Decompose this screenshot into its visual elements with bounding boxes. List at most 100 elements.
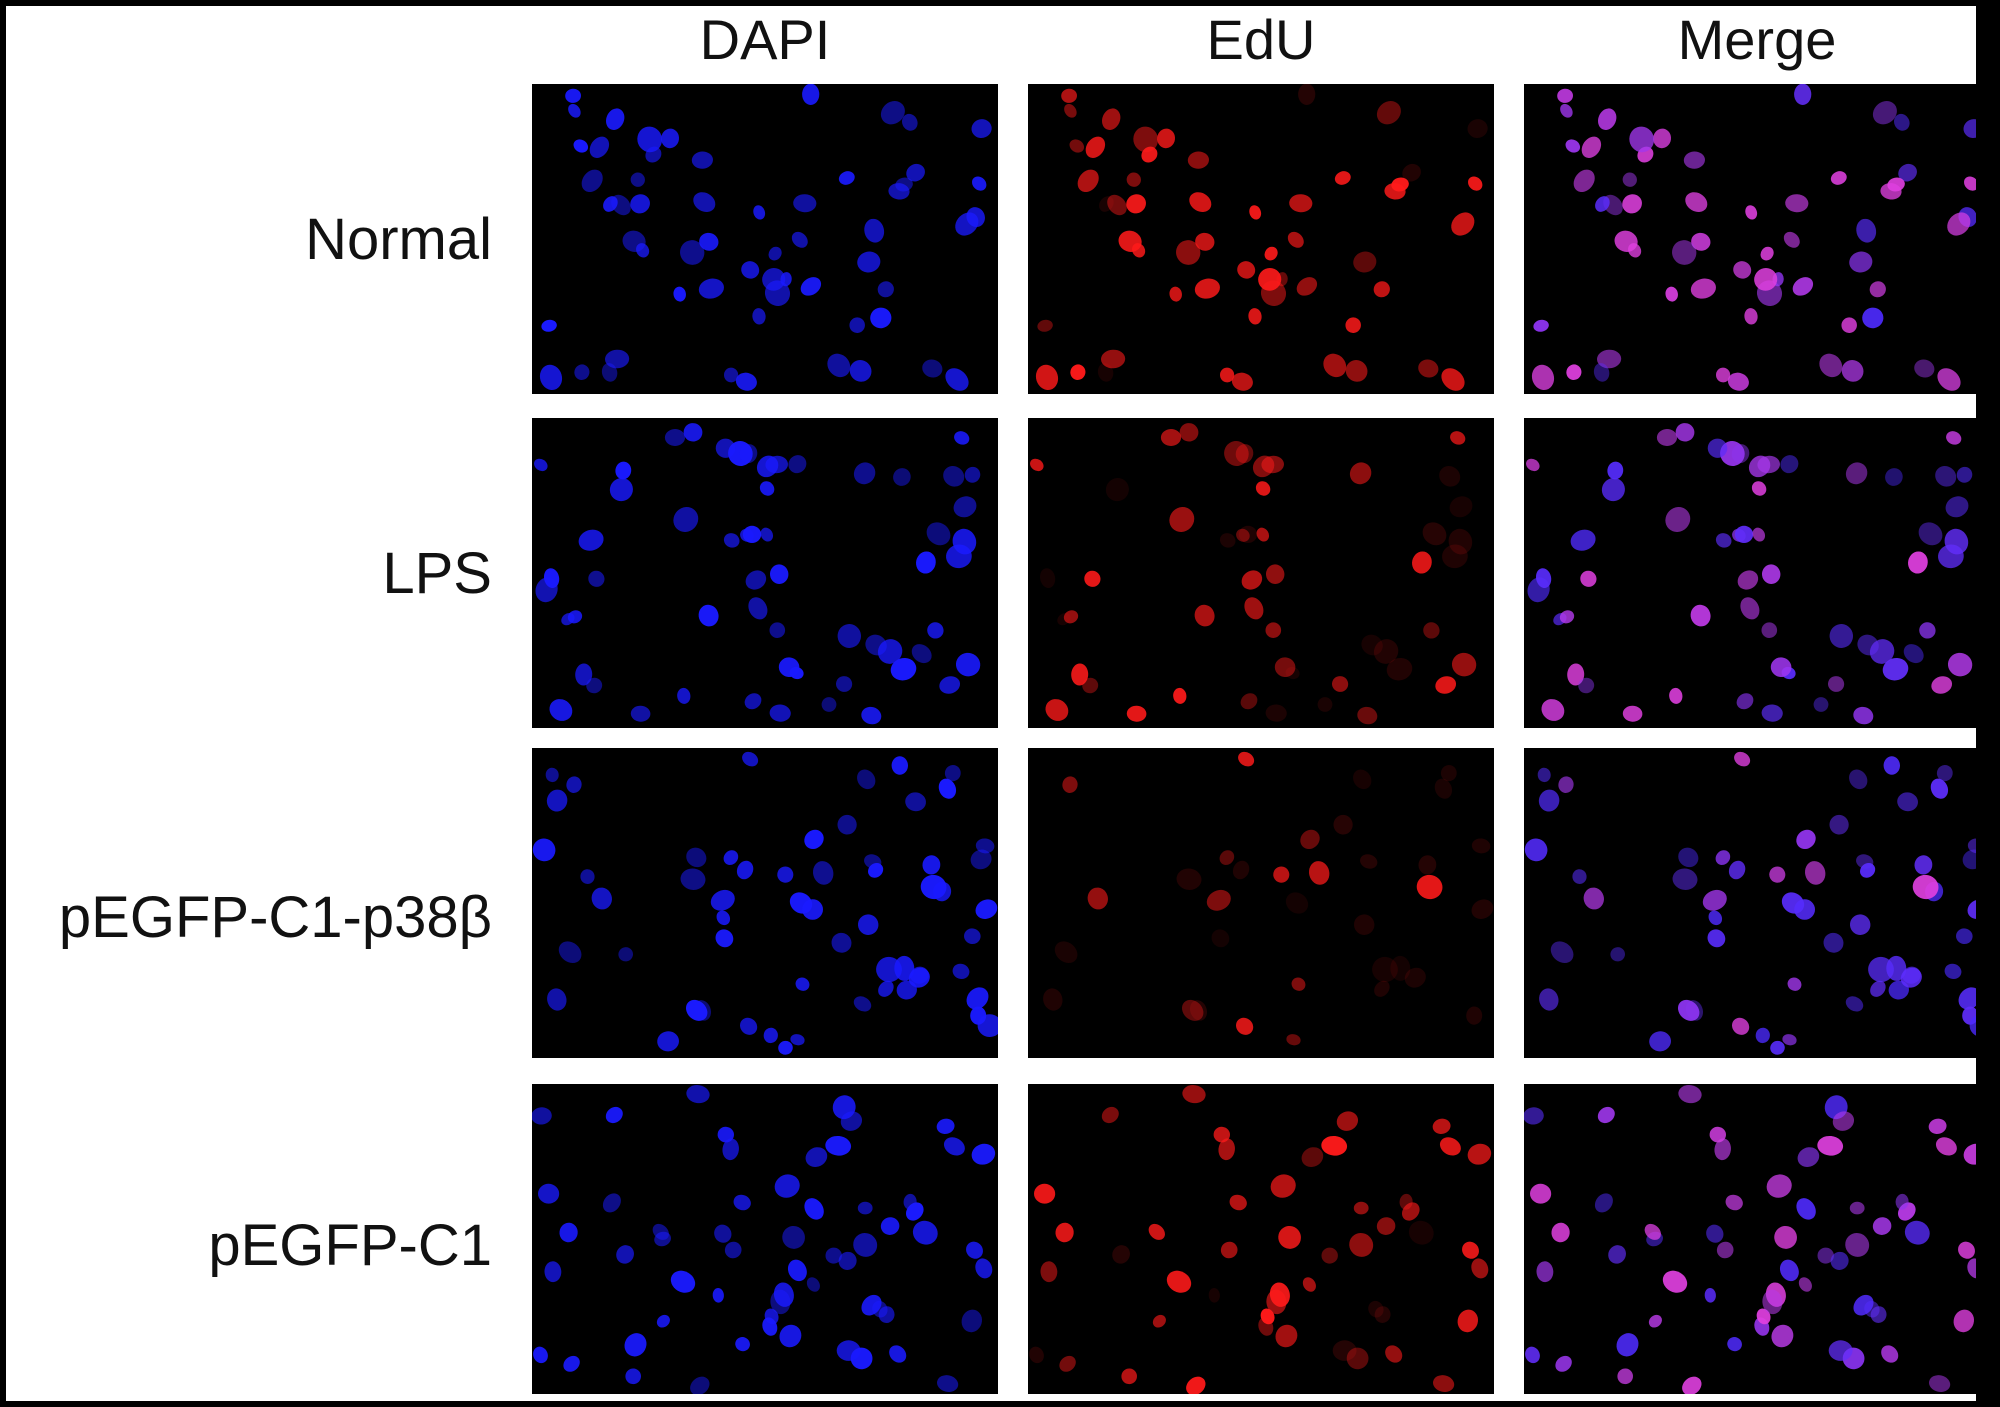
nucleus (602, 1193, 621, 1213)
nucleus (1537, 767, 1551, 783)
nucleus (691, 151, 713, 169)
nucleus (1732, 1017, 1750, 1035)
nucleus (686, 999, 708, 1021)
nucleus (1432, 1118, 1451, 1134)
nucleus (1929, 1375, 1951, 1393)
nucleus (944, 765, 961, 782)
nucleus (779, 1324, 802, 1348)
micrograph-image (1524, 84, 1990, 394)
nucleus (1357, 706, 1378, 725)
nucleus (1708, 910, 1723, 926)
nucleus (609, 478, 633, 502)
nucleus (722, 1138, 739, 1161)
figure-canvas: DAPI EdU Merge Normal LPS pEGFP-C1-p38β … (6, 6, 1990, 1401)
nucleus (699, 232, 719, 251)
nucleus (1069, 139, 1085, 153)
nucleus (926, 522, 951, 546)
nucleus (1219, 533, 1236, 548)
nucleus (1707, 929, 1726, 948)
micrograph-image (1524, 748, 1990, 1058)
nucleus (683, 423, 703, 442)
nucleus (1715, 367, 1731, 383)
nucleus (1555, 1355, 1572, 1372)
nucleus (1265, 622, 1282, 638)
nucleus (1707, 438, 1728, 458)
nucleus (800, 277, 822, 296)
nucleus (652, 1223, 669, 1240)
nucleus (1565, 139, 1581, 153)
nucleus (1849, 1201, 1865, 1215)
nucleus (877, 639, 903, 664)
nucleus (1524, 838, 1548, 862)
nucleus (1558, 776, 1574, 793)
nucleus (581, 169, 603, 193)
nucleus (1841, 317, 1857, 333)
nucleus (769, 622, 786, 638)
nucleus (1451, 652, 1477, 677)
nucleus (906, 163, 925, 182)
nucleus (1360, 854, 1378, 869)
nucleus (744, 693, 762, 710)
nucleus (1186, 1376, 1206, 1394)
nucleus (1084, 570, 1101, 587)
nucleus (971, 119, 992, 139)
nucleus (1220, 1241, 1238, 1259)
nucleus (1869, 281, 1886, 298)
nucleus (1734, 525, 1754, 543)
nucleus (573, 139, 589, 153)
nucleus (1236, 1017, 1254, 1035)
nucleus (1648, 1314, 1662, 1328)
nucleus (748, 597, 768, 620)
nucleus (1898, 163, 1917, 182)
nucleus (764, 1308, 779, 1325)
nucleus (742, 751, 759, 767)
nucleus (1771, 1324, 1794, 1348)
nucleus (889, 1345, 907, 1363)
nucleus (710, 889, 735, 911)
nucleus (1285, 666, 1300, 680)
nucleus (890, 657, 917, 681)
nucleus (1947, 212, 1971, 236)
nucleus (673, 286, 686, 302)
nucleus (1958, 1241, 1975, 1259)
micrograph-merge-row-4 (1524, 1084, 1990, 1394)
nucleus (870, 307, 892, 329)
nucleus (880, 1217, 900, 1235)
micrograph-edu-row-1 (1028, 84, 1494, 394)
nucleus (945, 368, 969, 391)
nucleus (1466, 1006, 1483, 1025)
nucleus (920, 874, 947, 900)
nucleus (735, 1337, 750, 1352)
nucleus (615, 461, 632, 480)
nucleus (901, 113, 918, 131)
nucleus (1805, 861, 1826, 885)
nucleus (1070, 364, 1086, 380)
nucleus (724, 1241, 742, 1259)
nucleus (1160, 428, 1182, 447)
nucleus (591, 887, 612, 910)
nucleus (952, 528, 977, 555)
nucleus (791, 231, 808, 248)
nucleus (603, 196, 618, 212)
nucleus (532, 1107, 552, 1125)
nucleus (1034, 1183, 1056, 1204)
nucleus (680, 868, 706, 890)
nucleus (878, 1306, 895, 1323)
nucleus (1882, 657, 1909, 681)
nucleus (752, 308, 766, 325)
nucleus (1583, 887, 1604, 910)
nucleus (1760, 246, 1774, 261)
nucleus (1433, 1375, 1455, 1393)
nucleus (1716, 1241, 1734, 1259)
nucleus (1783, 231, 1800, 248)
nucleus (717, 1126, 734, 1143)
nucleus (1570, 529, 1596, 551)
nucleus (657, 1031, 679, 1052)
nucleus (1412, 551, 1432, 574)
nucleus (922, 855, 941, 875)
nucleus (877, 281, 894, 298)
nucleus (1956, 466, 1973, 483)
nucleus (1376, 101, 1401, 125)
nucleus (838, 171, 855, 185)
nucleus (1462, 1241, 1479, 1259)
